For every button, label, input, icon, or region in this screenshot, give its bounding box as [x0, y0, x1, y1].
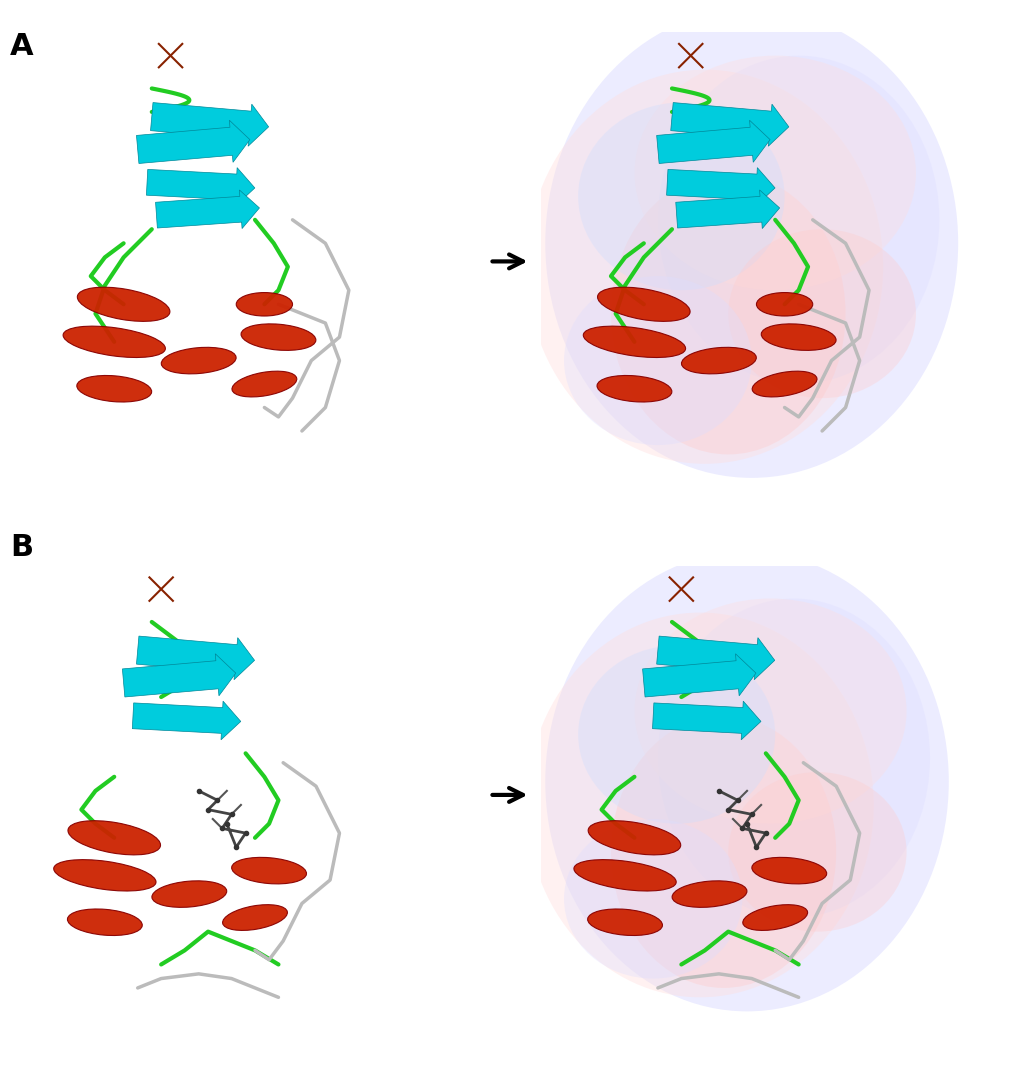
Ellipse shape [63, 327, 165, 357]
FancyArrow shape [151, 102, 268, 146]
FancyArrow shape [656, 121, 769, 163]
FancyArrow shape [666, 168, 774, 206]
FancyArrow shape [137, 121, 250, 163]
Ellipse shape [578, 102, 784, 290]
FancyArrow shape [656, 636, 774, 680]
Ellipse shape [77, 287, 170, 321]
Ellipse shape [672, 881, 746, 907]
Ellipse shape [751, 371, 816, 397]
Ellipse shape [597, 287, 690, 321]
Ellipse shape [756, 292, 812, 316]
Text: B: B [10, 534, 34, 562]
Ellipse shape [634, 55, 915, 290]
FancyArrow shape [122, 654, 235, 697]
Ellipse shape [54, 860, 156, 891]
Ellipse shape [728, 773, 906, 931]
Ellipse shape [588, 821, 680, 855]
Ellipse shape [526, 612, 873, 998]
Ellipse shape [161, 348, 235, 373]
FancyArrow shape [671, 102, 788, 146]
FancyArrow shape [137, 636, 255, 680]
Ellipse shape [578, 646, 774, 824]
Ellipse shape [68, 821, 160, 855]
Ellipse shape [596, 376, 672, 402]
Ellipse shape [574, 860, 676, 891]
Ellipse shape [236, 292, 292, 316]
Ellipse shape [545, 9, 957, 478]
Ellipse shape [231, 858, 306, 883]
FancyArrow shape [652, 701, 760, 739]
Ellipse shape [152, 881, 226, 907]
Ellipse shape [67, 909, 142, 936]
Ellipse shape [681, 348, 755, 373]
Ellipse shape [610, 173, 845, 455]
Ellipse shape [545, 552, 948, 1012]
Ellipse shape [610, 716, 836, 988]
Ellipse shape [657, 599, 929, 918]
FancyArrow shape [132, 701, 240, 739]
Ellipse shape [583, 327, 685, 357]
Ellipse shape [657, 55, 938, 384]
Ellipse shape [587, 909, 661, 936]
Ellipse shape [742, 905, 807, 930]
Ellipse shape [222, 905, 287, 930]
Ellipse shape [760, 324, 836, 350]
Text: A: A [10, 32, 34, 61]
Ellipse shape [526, 69, 882, 464]
Ellipse shape [728, 229, 915, 398]
Ellipse shape [76, 376, 152, 402]
FancyArrow shape [147, 168, 255, 206]
Ellipse shape [231, 371, 297, 397]
Ellipse shape [751, 858, 825, 883]
FancyArrow shape [676, 190, 779, 228]
Ellipse shape [564, 276, 751, 445]
FancyArrow shape [156, 190, 259, 228]
FancyArrow shape [642, 654, 755, 697]
Ellipse shape [564, 819, 742, 978]
Ellipse shape [240, 324, 316, 350]
Ellipse shape [634, 599, 906, 824]
